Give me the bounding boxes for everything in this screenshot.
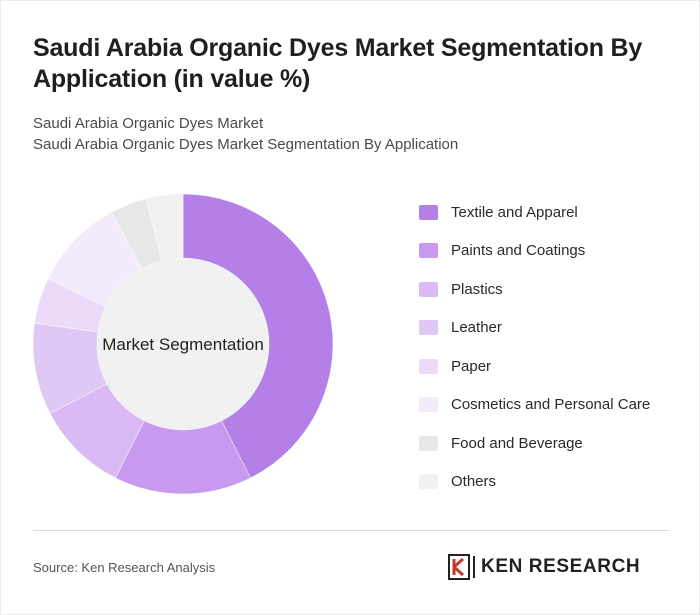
legend-swatch <box>419 204 438 220</box>
legend-swatch <box>419 435 438 451</box>
brand-separator <box>473 556 475 578</box>
legend-item-others: Others <box>419 471 496 493</box>
legend-label: Paints and Coatings <box>451 242 586 259</box>
legend-item-food-and-beverage: Food and Beverage <box>419 432 583 454</box>
legend-label: Cosmetics and Personal Care <box>451 396 651 413</box>
legend-label: Leather <box>451 319 502 336</box>
legend-swatch <box>419 358 438 374</box>
legend-swatch <box>419 397 438 412</box>
legend-item-plastics: Plastics <box>419 278 503 300</box>
donut-center <box>97 258 269 430</box>
legend-item-cosmetics-and-personal-care: Cosmetics and Personal Care <box>419 394 650 416</box>
center-label: Market Segmentation <box>102 335 264 354</box>
chart-subtitle-market: Saudi Arabia Organic Dyes Market <box>33 115 264 132</box>
chart-subtitle-segmentation: Saudi Arabia Organic Dyes Market Segment… <box>33 136 459 153</box>
legend-item-paints-and-coatings: Paints and Coatings <box>419 240 585 262</box>
legend-item-textile-and-apparel: Textile and Apparel <box>419 201 578 223</box>
legend-label: Paper <box>451 357 492 375</box>
legend-swatch <box>419 243 438 258</box>
brand-name: KEN RESEARCH <box>481 556 641 577</box>
legend-label: Textile and Apparel <box>451 203 578 221</box>
legend-swatch <box>419 474 438 489</box>
ken-research-logo-icon <box>448 554 470 580</box>
legend-swatch <box>419 281 438 297</box>
donut-chart: Market Segmentation <box>32 193 334 495</box>
brand-logo: KEN RESEARCH <box>448 554 640 580</box>
legend-label: Food and Beverage <box>451 434 583 452</box>
legend-item-paper: Paper <box>419 355 491 377</box>
legend-swatch <box>419 320 438 335</box>
legend-item-leather: Leather <box>419 317 502 339</box>
legend-label: Plastics <box>451 280 503 298</box>
legend-label: Others <box>451 473 497 490</box>
chart-title: Saudi Arabia Organic Dyes Market Segment… <box>33 34 643 93</box>
source-note: Source: Ken Research Analysis <box>33 560 216 575</box>
footer-divider <box>33 530 669 531</box>
